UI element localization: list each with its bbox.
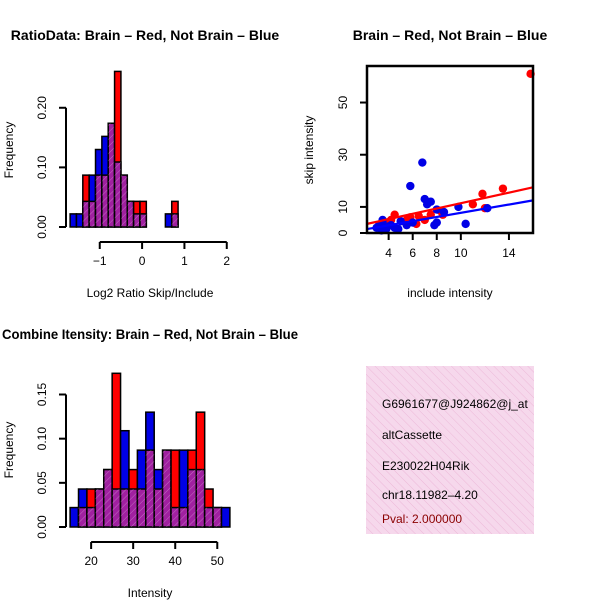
bar-overlap-hatch-bin-6: [108, 123, 115, 227]
intensity-scatter: Brain – Red, Not Brain – Blue include in…: [302, 27, 547, 300]
x-tick-label: 50: [211, 554, 225, 568]
bar-overlap-hatch-bin-2: [82, 201, 90, 227]
intensity-histogram-title: Combine Itensity: Brain – Red, Not Brain…: [2, 326, 298, 342]
bar-not-brain-bin-1: [75, 213, 84, 228]
info-line-locus: chr18.11982–4.20: [382, 488, 478, 502]
x-tick-label: 4: [385, 246, 392, 260]
point-brain-2: [478, 189, 487, 199]
x-tick-label: 14: [502, 246, 516, 260]
y-tick-label: 0: [336, 229, 350, 236]
point-not-brain-18: [394, 224, 403, 234]
bar-overlap-hatch-bin-2: [86, 507, 96, 527]
y-tick-label: 0.20: [35, 96, 49, 120]
bar-overlap-hatch-bin-5: [112, 489, 121, 527]
x-tick-label: 0: [139, 254, 146, 268]
bar-overlap-hatch-bin-12: [171, 507, 180, 527]
x-tick-label: 6: [409, 246, 416, 260]
y-tick-label: 0.05: [35, 471, 49, 495]
bar-overlap-hatch-bin-9: [145, 450, 155, 527]
x-tick-label: 1: [181, 254, 188, 268]
y-tick-label: 0.10: [35, 427, 49, 451]
bar-overlap-hatch-bin-17: [213, 507, 222, 527]
intensity-histogram: Combine Itensity: Brain – Red, Not Brain…: [2, 326, 298, 600]
info-line-event-type: altCassette: [382, 428, 442, 442]
intensity-histogram-xlabel: Intensity: [128, 586, 173, 600]
bar-overlap-hatch-bin-6: [120, 489, 129, 527]
info-panel: G6961677@J924862@j_at altCassette E23002…: [366, 366, 534, 534]
x-tick-label: 10: [454, 246, 468, 260]
bar-overlap-hatch-bin-11: [139, 213, 147, 227]
point-not-brain-6: [439, 207, 449, 217]
bar-overlap-hatch-bin-4: [103, 469, 113, 527]
point-brain-1: [498, 184, 508, 193]
x-tick-label: −1: [93, 254, 107, 268]
bar-not-brain-bin-0: [69, 506, 80, 528]
x-tick-label: 20: [84, 554, 98, 568]
x-tick-label: 2: [223, 254, 230, 268]
point-not-brain-0: [418, 158, 427, 167]
bar-overlap-hatch-bin-1: [78, 507, 87, 527]
bar-not-brain-bin-18: [220, 506, 231, 528]
y-tick-label: 10: [336, 200, 350, 214]
bar-overlap-hatch-bin-13: [179, 507, 188, 527]
bar-not-brain-bin-15: [164, 213, 173, 228]
x-tick-label: 30: [126, 554, 140, 568]
x-tick-label: 40: [169, 554, 183, 568]
intensity-histogram-ylabel: Frequency: [2, 422, 16, 479]
plot-frame: [365, 64, 535, 235]
x-tick-label: 8: [433, 246, 440, 260]
bar-overlap-hatch-bin-16: [171, 213, 179, 227]
bar-overlap-hatch-bin-5: [101, 175, 109, 227]
fit-line-not-brain: [366, 199, 534, 231]
bar-not-brain-bin-0: [69, 213, 78, 228]
bar-overlap-hatch-bin-10: [154, 489, 163, 527]
point-not-brain-4: [422, 200, 432, 209]
bar-overlap-hatch-bin-10: [133, 213, 140, 227]
bar-overlap-hatch-bin-8: [120, 175, 128, 227]
bar-overlap-hatch-bin-11: [162, 450, 172, 527]
y-tick-label: 30: [336, 148, 350, 162]
info-panel-background: [366, 366, 534, 534]
bar-overlap-hatch-bin-7: [128, 489, 138, 527]
scatter-title: Brain – Red, Not Brain – Blue: [353, 27, 548, 43]
ratio-histogram-ylabel: Frequency: [2, 122, 16, 179]
info-line-event-id: G6961677@J924862@j_at: [382, 397, 528, 411]
ratio-histogram-title: RatioData: Brain – Red, Not Brain – Blue: [11, 27, 280, 43]
info-line-pval: Pval: 2.000000: [382, 512, 462, 526]
bar-overlap-hatch-bin-3: [89, 201, 96, 227]
ratio-histogram: RatioData: Brain – Red, Not Brain – Blue…: [2, 27, 279, 300]
bar-overlap-hatch-bin-4: [95, 175, 102, 227]
bar-overlap-hatch-bin-7: [114, 162, 121, 227]
bar-overlap-hatch-bin-16: [204, 507, 214, 527]
y-tick-label: 0.00: [35, 515, 49, 539]
point-not-brain-8: [430, 220, 439, 230]
info-line-gene: E230022H04Rik: [382, 459, 470, 473]
bar-overlap-hatch-bin-15: [196, 469, 205, 527]
scatter-xlabel: include intensity: [407, 286, 492, 300]
point-not-brain-1: [406, 181, 415, 191]
point-not-brain-9: [461, 219, 470, 229]
bar-overlap-hatch-bin-8: [137, 489, 146, 527]
y-tick-label: 0.15: [35, 382, 49, 406]
bar-overlap-hatch-bin-9: [127, 201, 134, 227]
bar-overlap-hatch-bin-3: [95, 489, 104, 527]
scatter-ylabel: skip intensity: [302, 116, 316, 185]
bar-overlap-hatch-bin-14: [187, 469, 197, 527]
point-brain-3: [468, 200, 478, 209]
ratio-histogram-xlabel: Log2 Ratio Skip/Include: [87, 286, 214, 300]
fit-line-brain: [366, 186, 534, 225]
y-tick-label: 0.10: [35, 155, 49, 179]
y-tick-label: 0.00: [35, 215, 49, 239]
y-tick-label: 50: [336, 96, 350, 110]
